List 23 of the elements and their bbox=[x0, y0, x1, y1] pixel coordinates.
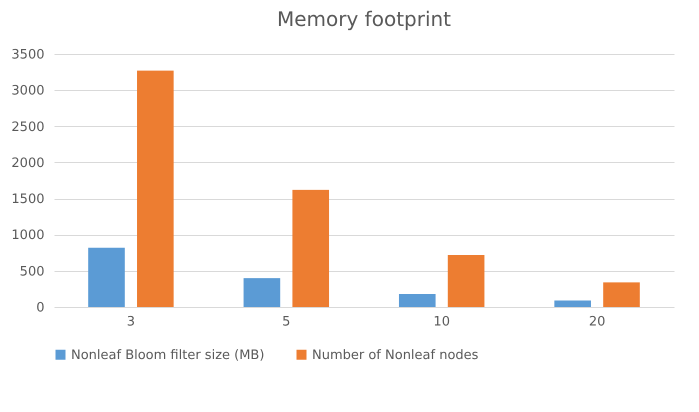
y-tick-label: 3000 bbox=[11, 84, 44, 99]
bar bbox=[448, 254, 484, 307]
bar bbox=[88, 248, 125, 307]
x-tick-label: 20 bbox=[588, 314, 606, 330]
bar bbox=[603, 282, 640, 307]
x-tick-label: 10 bbox=[433, 314, 450, 330]
x-tick-label: 3 bbox=[126, 314, 136, 330]
y-tick-label: 3500 bbox=[11, 48, 44, 62]
chart-title: Memory footprint bbox=[276, 7, 452, 31]
y-tick-label: 2000 bbox=[11, 156, 44, 171]
y-tick-label: 500 bbox=[20, 264, 44, 280]
bar bbox=[137, 70, 174, 307]
y-tick-label: 1000 bbox=[11, 228, 44, 244]
bar bbox=[554, 300, 591, 307]
x-tick-label: 5 bbox=[282, 314, 290, 330]
bar bbox=[244, 278, 280, 307]
bar bbox=[292, 190, 330, 307]
y-tick-label: 2500 bbox=[11, 120, 44, 135]
bar bbox=[398, 294, 436, 307]
legend-label: Number of Nonleaf nodes bbox=[312, 348, 479, 363]
y-tick-label: 1500 bbox=[11, 192, 44, 208]
legend-label: Nonleaf Bloom filter size (MB) bbox=[71, 348, 264, 363]
y-tick-label: 0 bbox=[36, 300, 44, 316]
